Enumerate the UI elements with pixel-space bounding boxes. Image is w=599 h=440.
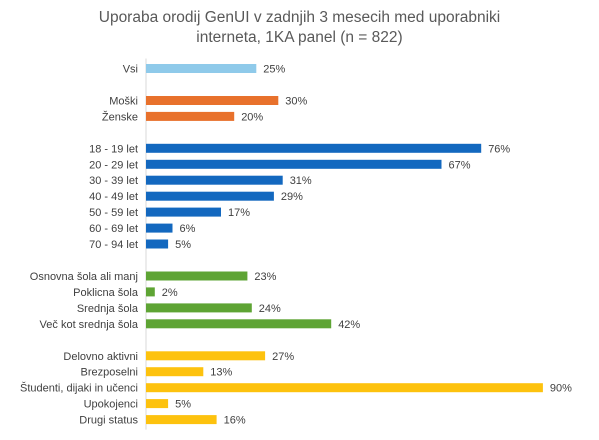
value-label: 2% (162, 287, 178, 299)
value-label: 23% (254, 271, 276, 283)
bar (146, 287, 155, 297)
category-label: 70 - 94 let (89, 239, 138, 251)
bar (146, 303, 252, 313)
value-label: 5% (175, 239, 191, 251)
value-label: 16% (224, 415, 246, 427)
bar (146, 319, 332, 329)
value-label: 76% (488, 143, 510, 155)
bar (146, 159, 442, 169)
bar (146, 351, 266, 361)
value-label: 31% (290, 175, 312, 187)
bar (146, 96, 279, 105)
value-label: 20% (241, 111, 263, 123)
bar (146, 223, 173, 233)
bar (146, 399, 169, 409)
category-label: Osnovna šola ali manj (30, 271, 138, 283)
value-label: 5% (175, 399, 191, 411)
category-label: Več kot srednja šola (40, 319, 139, 331)
chart-title: Uporaba orodij GenUI v zadnjih 3 mesecih… (0, 8, 599, 48)
bar (146, 207, 221, 217)
category-label: Drugi status (79, 415, 138, 427)
bar (146, 111, 235, 121)
chart-title-line-2: interneta, 1KA panel (n = 822) (196, 29, 403, 46)
bar (146, 143, 482, 153)
category-label: Moški (109, 96, 138, 108)
value-label: 17% (228, 207, 250, 219)
category-label: Študenti, dijaki in učenci (20, 382, 138, 395)
value-label: 90% (550, 383, 572, 395)
value-label: 24% (259, 303, 281, 315)
category-label: Ženske (102, 110, 138, 123)
bar (146, 175, 283, 185)
category-label: Delovno aktivni (63, 351, 138, 363)
bar (146, 239, 169, 249)
value-label: 30% (285, 96, 307, 108)
bar (146, 383, 543, 393)
category-label: 20 - 29 let (89, 159, 138, 171)
category-label: 50 - 59 let (89, 207, 138, 219)
value-label: 29% (281, 191, 303, 203)
bar (146, 191, 274, 201)
category-label: 60 - 69 let (89, 223, 138, 235)
bar (146, 64, 257, 73)
bar (146, 415, 217, 425)
category-label: 30 - 39 let (89, 175, 138, 187)
bar (146, 271, 248, 281)
category-label: Upokojenci (84, 399, 138, 411)
value-label: 27% (272, 351, 294, 363)
bar (146, 367, 204, 377)
category-label: 40 - 49 let (89, 191, 138, 203)
value-label: 13% (210, 367, 232, 379)
chart-title-line-1: Uporaba orodij GenUI v zadnjih 3 mesecih… (98, 9, 501, 26)
category-label: Vsi (123, 64, 138, 76)
category-label: 18 - 19 let (89, 143, 138, 155)
value-label: 6% (180, 223, 196, 235)
value-label: 42% (338, 319, 360, 331)
category-label: Poklicna šola (73, 287, 139, 299)
value-label: 67% (449, 159, 471, 171)
value-label: 25% (263, 64, 285, 76)
category-label: Srednja šola (77, 303, 139, 315)
category-label: Brezposelni (81, 367, 138, 379)
